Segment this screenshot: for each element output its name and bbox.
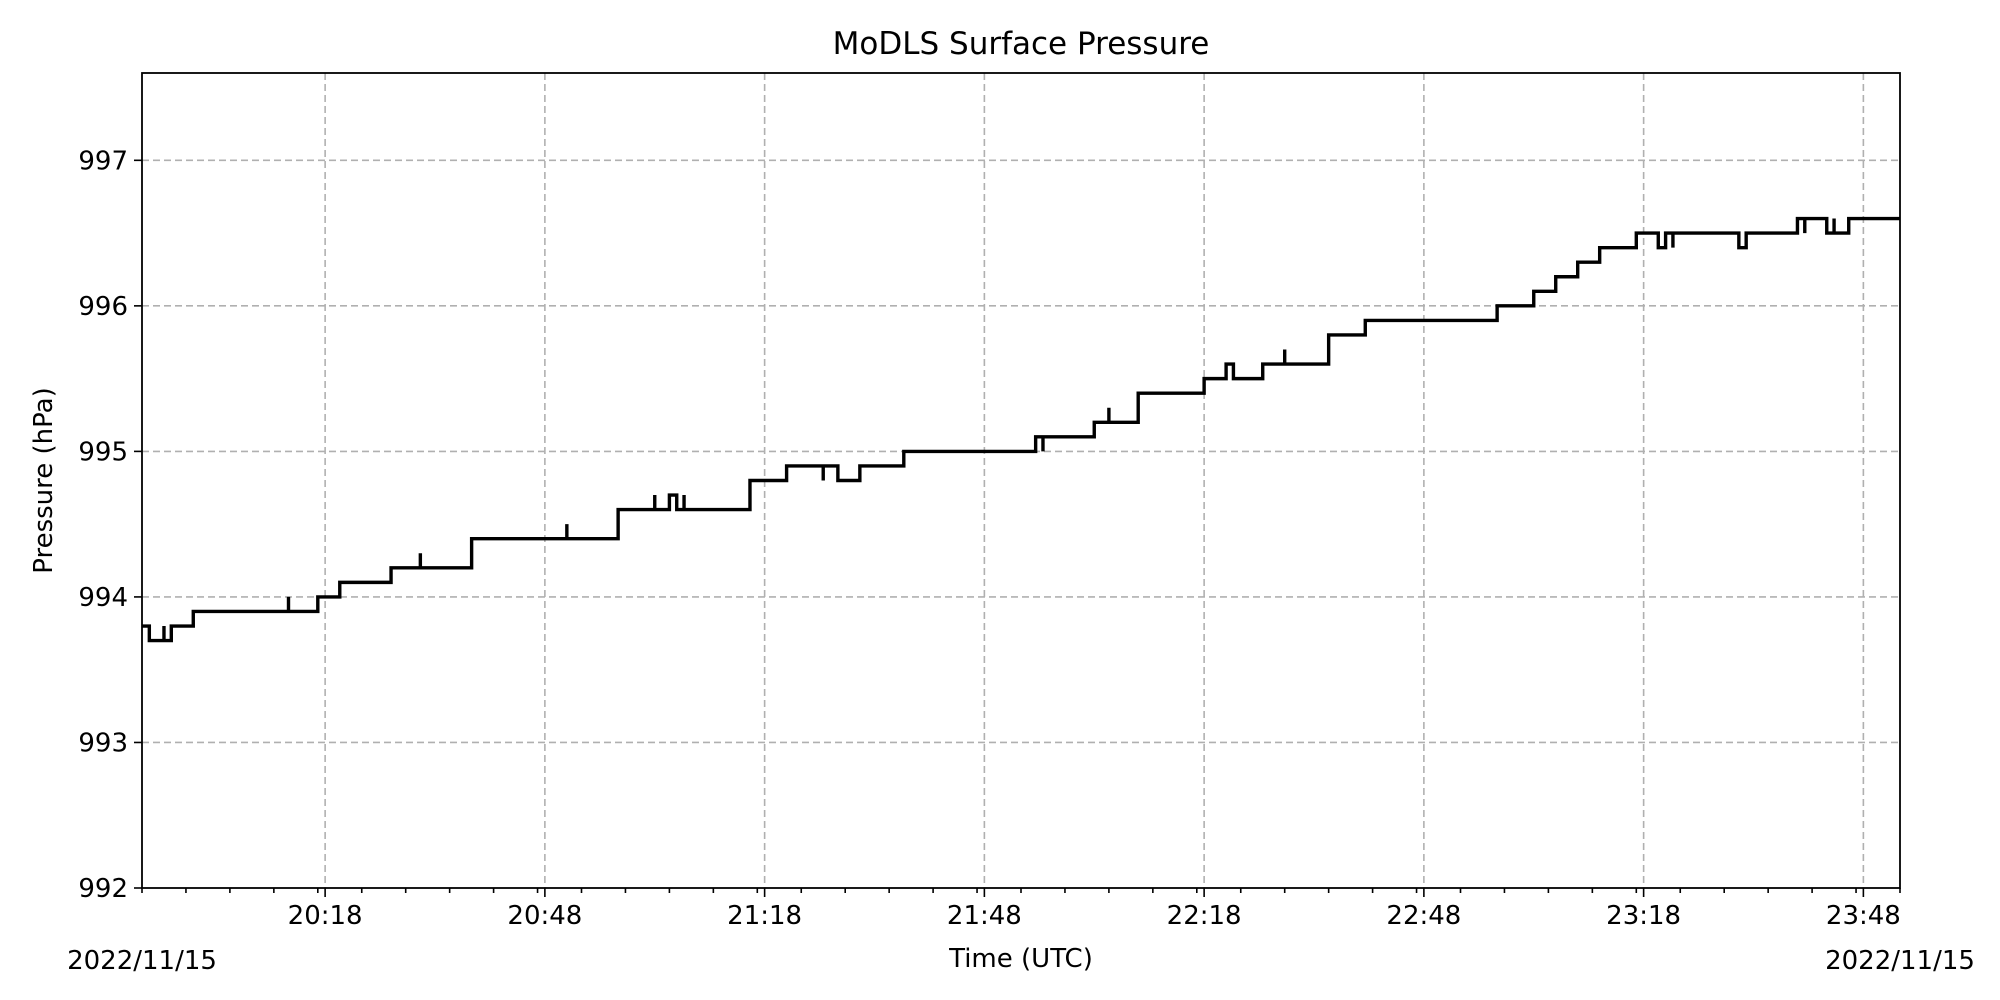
y-axis-label: Pressure (hPa) [29,387,59,574]
x-axis-date-start: 2022/11/15 [67,946,217,976]
x-tick-label: 20:18 [288,901,363,931]
x-tick-label: 22:48 [1386,901,1461,931]
y-tick-label: 996 [78,292,128,322]
x-tick-label: 23:18 [1606,901,1681,931]
x-tick-label: 23:48 [1826,901,1901,931]
y-tick-label: 992 [78,874,128,904]
y-tick-label: 997 [78,146,128,176]
x-axis-label: Time (UTC) [948,944,1093,974]
grid-lines [142,73,1900,888]
x-tick-label: 20:48 [507,901,582,931]
x-axis-date-end: 2022/11/15 [1825,946,1975,976]
y-tick-label: 993 [78,728,128,758]
y-tick-label: 994 [78,583,128,613]
axis-ticks: 992 993 994 995 996 997 20:18 20:48 21:18 21:48 22… [78,146,1900,931]
series-layer [142,216,1900,643]
x-tick-label: 21:48 [947,901,1022,931]
x-tick-label: 22:18 [1167,901,1242,931]
x-tick-label: 21:18 [727,901,802,931]
pressure-series-line [142,216,1900,643]
chart-title: MoDLS Surface Pressure [833,26,1210,62]
plot-frame [141,72,1901,889]
y-tick-label: 995 [78,437,128,467]
